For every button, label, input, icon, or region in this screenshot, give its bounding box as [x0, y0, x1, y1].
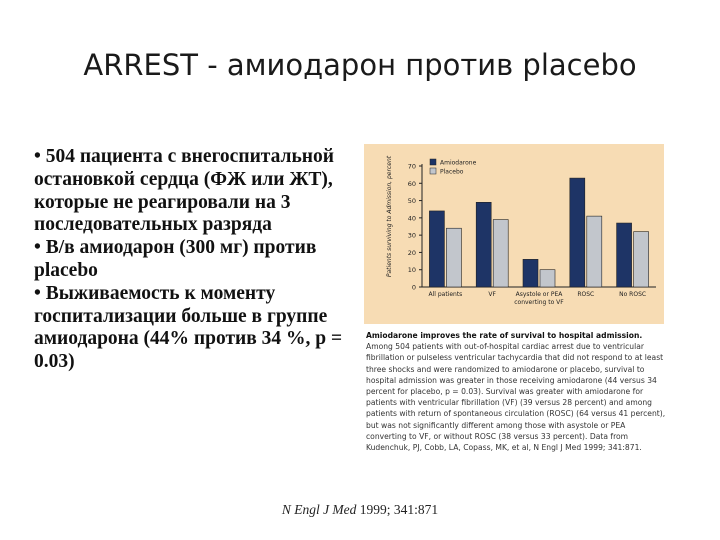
- figure-caption: Amiodarone improves the rate of survival…: [366, 330, 666, 453]
- x-tick-label: ROSC: [577, 291, 594, 298]
- bar-amiodarone: [429, 210, 445, 288]
- y-tick-label: 20: [408, 249, 416, 257]
- chart-panel: 0 10 20 30 40 50 60 70 Patients surviving to Adm…: [364, 144, 664, 324]
- legend-label: Amiodarone: [440, 160, 477, 167]
- y-tick-label: 70: [408, 163, 416, 171]
- y-tick-label: 30: [408, 232, 416, 240]
- bar-amiodarone: [616, 222, 632, 288]
- legend-label: Placebo: [440, 169, 464, 176]
- y-tick-label: 50: [408, 197, 416, 205]
- citation-journal: N Engl J Med: [281, 502, 357, 517]
- y-tick-label: 40: [408, 214, 416, 222]
- slide-title: ARREST - амиодарон против placebo: [83, 48, 637, 82]
- x-tick-label: Asystole or PEA: [516, 291, 564, 298]
- bar-amiodarone: [569, 177, 586, 288]
- caption-body: Among 504 patients with out-of-hospital …: [366, 342, 666, 441]
- y-tick-label: 60: [408, 180, 416, 188]
- legend-swatch: [429, 158, 437, 166]
- bullet-list: • 504 пациента с внегоспитальной останов…: [34, 146, 354, 374]
- citation: N Engl J Med 1999; 341:871: [0, 502, 720, 518]
- y-tick-label: 10: [408, 266, 416, 274]
- bullet-item: • Выживаемость к моменту госпитализации …: [34, 282, 343, 373]
- bar-placebo: [586, 215, 603, 288]
- bar-chart: 0 10 20 30 40 50 60 70 Patients surviving to Adm…: [386, 155, 656, 306]
- caption-title: Amiodarone improves the rate of survival…: [366, 331, 643, 340]
- x-tick-label: VF: [488, 291, 496, 298]
- x-tick-label: No ROSC: [619, 291, 646, 298]
- caption-source: Data from Kudenchuk, PJ, Cobb, LA, Copas…: [366, 431, 642, 453]
- x-tick-label: converting to VF: [514, 299, 564, 306]
- bar-placebo: [633, 231, 649, 288]
- bar-placebo: [446, 227, 462, 288]
- bar-placebo: [492, 219, 509, 288]
- bullet-item: • 504 пациента с внегоспитальной останов…: [34, 146, 335, 236]
- bullet-item: • В/в амиодарон (300 мг) против placebo: [34, 237, 317, 281]
- citation-details: 1999; 341:871: [356, 502, 439, 517]
- y-axis-label: Patients surviving to Admission, percent: [386, 155, 393, 277]
- bar-amiodarone: [475, 201, 492, 288]
- bar-placebo: [539, 269, 556, 288]
- legend-swatch: [429, 167, 437, 175]
- x-tick-label: All patients: [428, 291, 462, 298]
- y-tick-label: 0: [412, 284, 416, 292]
- bar-amiodarone: [522, 259, 539, 288]
